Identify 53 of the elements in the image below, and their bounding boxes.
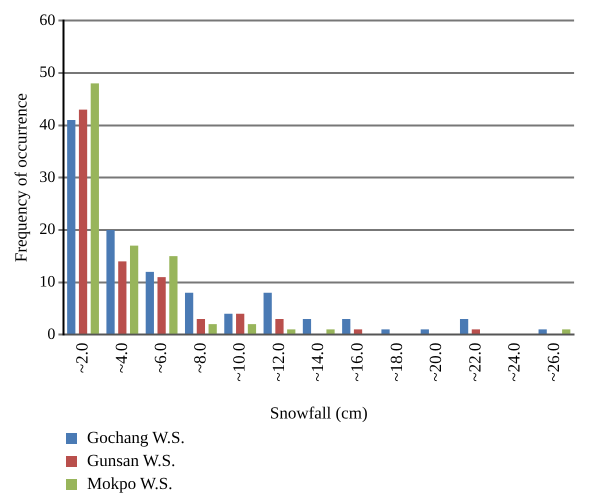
- bar: [248, 324, 256, 334]
- x-tick-label: ~10.0: [230, 342, 249, 382]
- y-tick-label: 30: [39, 168, 56, 186]
- bar: [342, 318, 350, 334]
- x-tick-label: ~6.0: [151, 342, 170, 374]
- y-tick-label: 20: [39, 221, 56, 238]
- x-tick-label: ~18.0: [386, 342, 406, 382]
- y-tick-label: 0: [47, 326, 56, 343]
- bar: [264, 292, 272, 334]
- bar: [326, 329, 335, 334]
- x-tick-label: ~8.0: [190, 342, 210, 374]
- x-tick-label: ~26.0: [544, 342, 563, 382]
- bar: [460, 318, 468, 334]
- bar: [169, 256, 178, 334]
- bar: [146, 272, 154, 334]
- x-tick-label: ~2.0: [72, 342, 92, 374]
- legend-label: Gochang W.S.: [87, 428, 185, 448]
- bar: [472, 329, 480, 334]
- bar: [130, 246, 138, 334]
- x-tick-label: ~24.0: [504, 342, 524, 382]
- bar: [562, 329, 570, 334]
- bar: [157, 277, 166, 334]
- bar: [90, 83, 99, 334]
- y-tick-label: 40: [39, 116, 56, 134]
- y-tick-label: 60: [39, 12, 56, 29]
- bar: [78, 110, 88, 334]
- bar: [118, 261, 126, 334]
- bar: [208, 324, 217, 334]
- legend-label: Gunsan W.S.: [87, 451, 176, 471]
- bar: [106, 230, 115, 334]
- bar: [287, 329, 296, 334]
- x-tick-label: ~20.0: [426, 342, 446, 382]
- x-axis-title: Snowfall (cm): [270, 403, 368, 422]
- bar: [381, 329, 390, 334]
- bar: [302, 318, 312, 334]
- y-axis-title: Frequency of occurrence: [12, 93, 31, 262]
- bar: [184, 292, 194, 334]
- bar: [354, 329, 362, 334]
- bar: [275, 318, 284, 334]
- bar: [420, 329, 429, 334]
- x-tick-label: ~22.0: [465, 342, 484, 382]
- bar: [196, 318, 206, 334]
- x-tick-label: ~14.0: [308, 342, 328, 382]
- bar: [236, 314, 244, 334]
- x-tick-label: ~4.0: [112, 342, 131, 374]
- bar: [224, 314, 233, 334]
- y-tick-label: 10: [39, 274, 56, 291]
- x-tick-label: ~16.0: [347, 342, 366, 382]
- legend-label: Mokpo W.S.: [87, 474, 172, 494]
- y-tick-label: 50: [39, 64, 56, 82]
- bar: [67, 120, 76, 334]
- bar: [538, 329, 547, 334]
- x-tick-label: ~12.0: [268, 342, 288, 382]
